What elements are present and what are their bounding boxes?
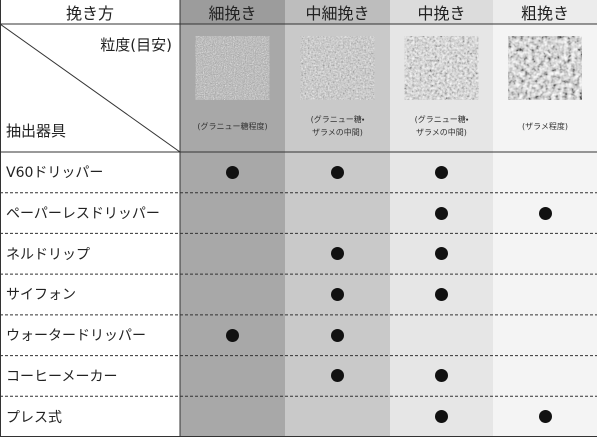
dot-mark [435, 247, 448, 261]
dot-mark [226, 328, 239, 342]
row-label: ペーパーレスドリッパー [6, 206, 160, 223]
header-corner: 挽き方 [65, 4, 114, 23]
axis-top: 粒度(目安) [100, 36, 172, 54]
dot-mark [538, 206, 552, 220]
grind-caption: (グラニュー糖程度) [197, 122, 268, 131]
grind-caption: (ザラメ程度) [521, 122, 568, 131]
header-column: 粗挽き [520, 4, 569, 23]
dot-mark [435, 369, 448, 383]
row-label: V60ドリッパー [6, 165, 104, 182]
header-bg [180, 0, 285, 24]
dot-mark [331, 165, 344, 179]
dot-mark [226, 165, 239, 179]
grind-caption: (グラニュー糖・ ザラメの中間) [414, 115, 469, 137]
header-column: 中挽き [417, 4, 466, 23]
row-label: プレス式 [6, 409, 62, 426]
dot-mark [435, 288, 448, 301]
header-column: 中細挽き [305, 4, 370, 23]
grind-texture [300, 36, 375, 100]
dot-mark [435, 410, 448, 424]
header-column: 細挽き [208, 4, 257, 23]
header-bg [285, 0, 390, 24]
axis-bottom: 抽出器具 [6, 122, 67, 140]
dot-mark [435, 165, 448, 179]
dot-mark [538, 410, 552, 424]
dot-mark [435, 206, 448, 220]
row-label: コーヒーメーカー [6, 368, 118, 385]
row-label: ネルドリップ [6, 246, 90, 263]
dot-mark [331, 328, 344, 342]
row-label: ウォータードリッパー [6, 328, 146, 345]
grind-texture [195, 36, 270, 100]
header-bg [493, 0, 597, 24]
grind-texture [404, 36, 479, 100]
row-label: サイフォン [6, 287, 76, 304]
grind-texture [508, 36, 582, 100]
dot-mark [331, 369, 344, 383]
dot-mark [331, 288, 344, 301]
grind-caption: (グラニュー糖・ ザラメの中間) [310, 115, 365, 137]
diagonal [0, 23, 181, 153]
dot-mark [331, 247, 344, 261]
header-bg [390, 0, 493, 24]
